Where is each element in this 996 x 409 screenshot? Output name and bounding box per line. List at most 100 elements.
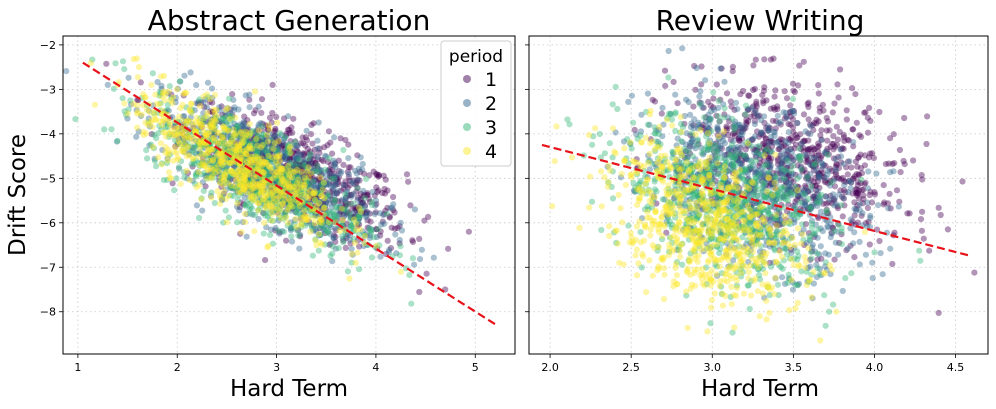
scatter-point — [612, 83, 619, 90]
scatter-point — [887, 245, 894, 252]
scatter-point — [254, 161, 261, 168]
scatter-point — [340, 210, 347, 217]
scatter-point — [274, 209, 281, 216]
scatter-point — [301, 213, 308, 220]
scatter-point — [816, 172, 823, 179]
scatter-point — [182, 141, 189, 148]
scatter-point — [333, 216, 340, 223]
scatter-point — [305, 195, 312, 202]
scatter-point — [283, 152, 290, 159]
scatter-point — [380, 172, 387, 179]
scatter-point — [814, 250, 821, 257]
scatter-point — [143, 147, 150, 154]
scatter-point — [198, 121, 205, 128]
scatter-point — [661, 67, 669, 74]
scatter-point — [231, 149, 238, 156]
scatter-point — [286, 196, 293, 203]
scatter-point — [361, 170, 368, 177]
scatter-point — [766, 140, 773, 147]
scatter-point — [290, 156, 298, 164]
scatter-point — [827, 234, 834, 241]
scatter-point — [589, 141, 596, 148]
scatter-point — [729, 115, 736, 122]
scatter-point — [312, 203, 319, 210]
scatter-point — [152, 116, 159, 123]
scatter-point — [284, 219, 291, 226]
scatter-point — [276, 158, 284, 165]
scatter-point — [174, 130, 182, 137]
scatter-point — [768, 263, 775, 270]
scatter-point — [321, 219, 328, 226]
scatter-point — [171, 187, 178, 194]
scatter-point — [153, 163, 160, 170]
scatter-point — [295, 180, 302, 187]
scatter-point — [856, 132, 863, 139]
scatter-point — [293, 223, 300, 230]
scatter-point — [317, 174, 324, 181]
scatter-point — [606, 140, 613, 147]
scatter-point — [838, 202, 845, 209]
scatter-point — [376, 210, 384, 217]
scatter-point — [261, 152, 268, 160]
scatter-point — [875, 202, 882, 209]
scatter-point — [795, 252, 802, 259]
scatter-point — [282, 162, 289, 169]
scatter-point — [887, 135, 894, 142]
scatter-point — [291, 168, 299, 175]
scatter-point — [104, 81, 111, 88]
scatter-point — [745, 92, 752, 99]
scatter-point — [281, 134, 289, 141]
scatter-point — [566, 121, 573, 128]
legend-marker-3 — [463, 123, 471, 131]
scatter-point — [298, 164, 305, 171]
scatter-point — [202, 132, 209, 139]
scatter-point — [296, 157, 303, 164]
scatter-point — [839, 287, 846, 295]
scatter-point — [297, 215, 305, 222]
scatter-point — [353, 170, 360, 177]
scatter-point — [287, 138, 294, 145]
scatter-point — [767, 105, 774, 112]
scatter-point — [285, 184, 292, 191]
scatter-point — [236, 204, 243, 211]
scatter-point — [665, 74, 672, 81]
scatter-point — [740, 87, 747, 95]
scatter-point — [134, 110, 141, 117]
scatter-point — [746, 305, 753, 313]
scatter-point — [847, 179, 855, 186]
scatter-point — [252, 129, 259, 136]
scatter-point — [212, 148, 219, 155]
scatter-point — [353, 179, 360, 186]
scatter-point — [893, 187, 901, 194]
scatter-point — [838, 228, 845, 235]
scatter-point — [283, 171, 290, 178]
scatter-point — [281, 199, 288, 206]
scatter-point — [388, 224, 395, 231]
scatter-point — [284, 168, 291, 175]
scatter-point — [296, 163, 303, 171]
scatter-point — [278, 165, 285, 172]
scatter-point — [327, 174, 335, 181]
scatter-point — [314, 137, 321, 144]
scatter-point — [758, 130, 765, 137]
scatter-point — [837, 66, 844, 73]
scatter-point — [781, 88, 788, 95]
scatter-point — [797, 131, 804, 138]
scatter-point — [835, 94, 842, 101]
scatter-point — [186, 176, 193, 183]
scatter-point — [222, 125, 229, 132]
scatter-point — [364, 190, 371, 197]
scatter-point — [352, 181, 359, 188]
x-axis-label: Hard Term — [230, 376, 348, 402]
scatter-point — [125, 74, 132, 81]
scatter-point — [716, 118, 723, 125]
scatter-point — [337, 208, 344, 215]
scatter-point — [279, 200, 286, 207]
scatter-point — [328, 171, 335, 178]
scatter-point — [723, 90, 731, 97]
scatter-point — [300, 202, 307, 209]
scatter-point — [357, 203, 364, 210]
chart-title: Abstract Generation — [148, 4, 431, 37]
scatter-point — [249, 179, 256, 186]
scatter-point — [264, 131, 271, 139]
